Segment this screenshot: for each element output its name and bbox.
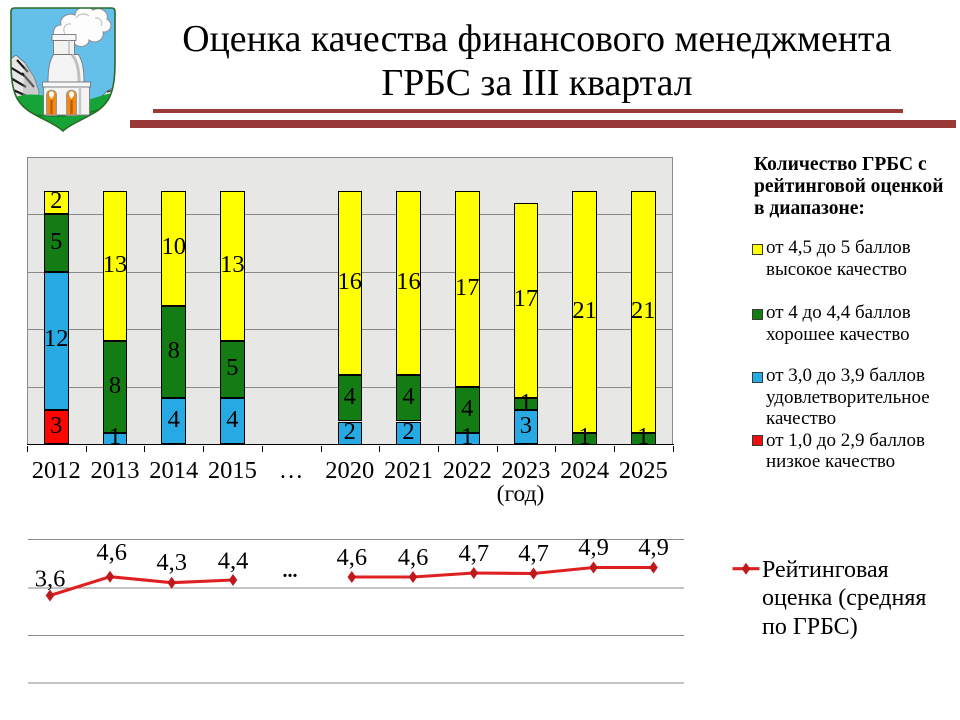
- svg-text:3,6: 3,6: [35, 566, 66, 593]
- svg-text:4,9: 4,9: [578, 534, 609, 561]
- svg-text:4,9: 4,9: [638, 534, 669, 561]
- svg-text:4,6: 4,6: [336, 544, 367, 571]
- svg-text:4,3: 4,3: [156, 549, 187, 576]
- svg-text:4,6: 4,6: [96, 539, 127, 566]
- svg-text:4,7: 4,7: [458, 540, 489, 567]
- svg-text:4,6: 4,6: [398, 544, 429, 571]
- svg-text:4,4: 4,4: [218, 548, 249, 575]
- svg-text:...: ...: [283, 560, 298, 582]
- svg-text:4,7: 4,7: [518, 540, 549, 567]
